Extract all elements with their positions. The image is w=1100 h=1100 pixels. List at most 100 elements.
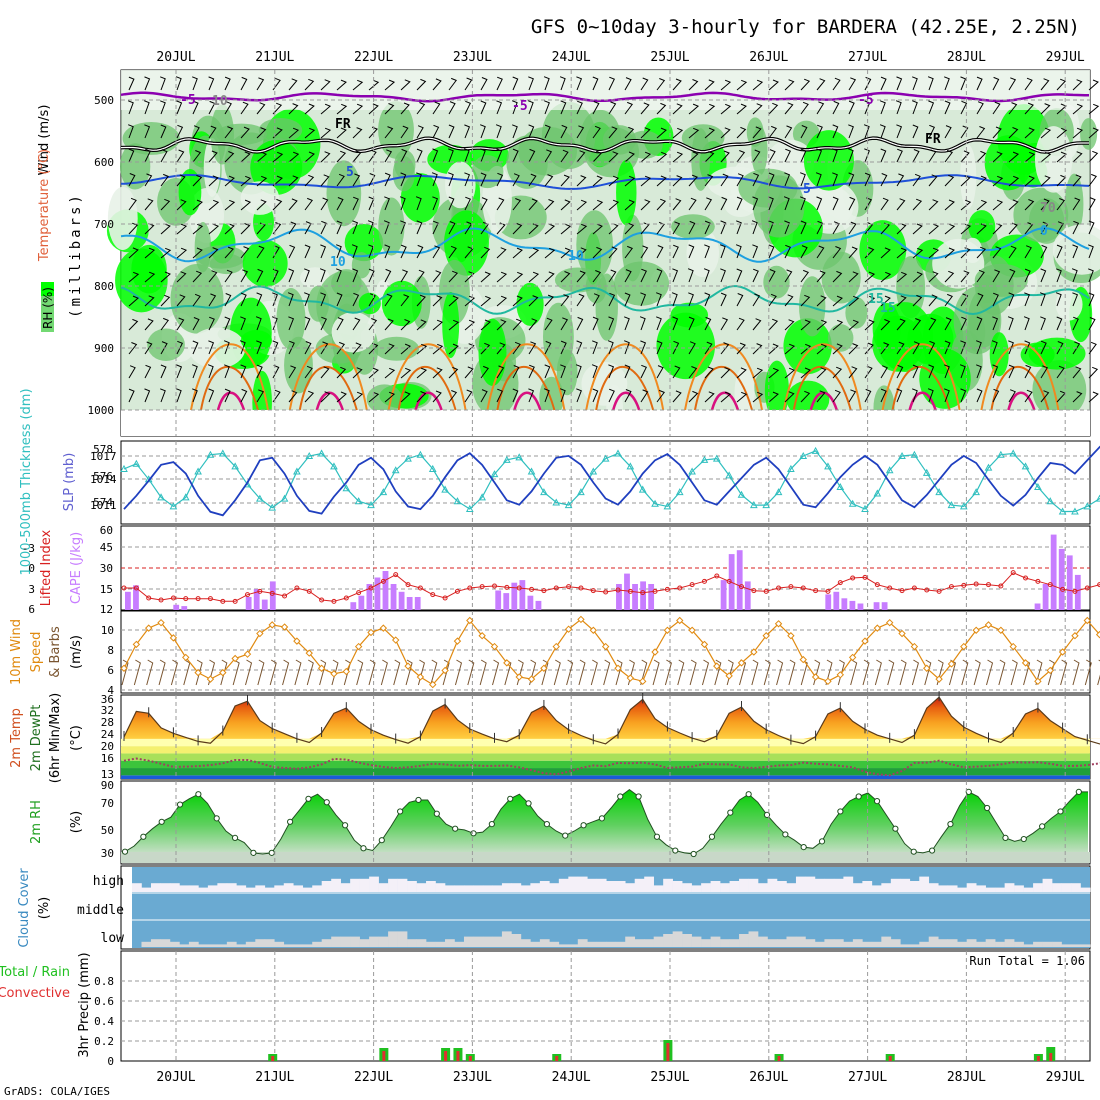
wind-barb <box>528 271 540 283</box>
rh-blob <box>120 143 151 190</box>
wind-barb <box>752 172 760 187</box>
wind-barb <box>416 172 422 187</box>
li-point <box>331 598 337 604</box>
wind-barb <box>432 270 442 283</box>
wind-barb <box>752 367 764 379</box>
wind-barb <box>1088 127 1099 139</box>
wind-barb <box>192 223 204 235</box>
wind-barb <box>1040 175 1051 187</box>
cloud-low-bar <box>805 939 816 947</box>
cloud-high-bar <box>625 883 636 892</box>
wind-barb <box>927 388 934 403</box>
wind-barb <box>496 100 503 115</box>
wind10-point <box>540 664 548 672</box>
wind-barb <box>480 365 489 379</box>
wind-barb <box>1024 292 1030 307</box>
wind10-point <box>984 621 993 629</box>
wind-barb <box>400 220 406 235</box>
cloud-low-bar <box>426 941 436 947</box>
cape-bar <box>527 595 534 610</box>
wind-ylabel-units: (m/s) <box>69 635 84 669</box>
wind-barb <box>1088 341 1097 355</box>
wind-barb <box>768 391 779 403</box>
wind-barb <box>448 172 454 187</box>
wind-barb <box>304 78 315 91</box>
wind-barb <box>672 175 683 187</box>
rh-point <box>231 834 239 842</box>
date-label-bottom: 22JUL <box>354 1070 393 1085</box>
cloud-high-bar <box>653 885 664 892</box>
contour-20-hump <box>684 343 763 411</box>
wind-barb <box>1072 127 1084 139</box>
wind-barb <box>880 319 891 331</box>
wind-barb <box>591 364 598 379</box>
rh-blob <box>827 324 854 352</box>
wind-barb <box>176 174 186 187</box>
li-point <box>1023 575 1029 581</box>
wind-barb <box>544 247 556 259</box>
wind10-barb <box>751 659 759 686</box>
wind-barb <box>1024 222 1034 235</box>
cloud-low-bar <box>919 941 930 947</box>
wind-barb <box>928 247 940 259</box>
wind-barb <box>208 223 220 235</box>
wind-barb <box>160 76 166 91</box>
wind-barb <box>336 79 347 91</box>
cape-bar <box>503 593 510 610</box>
wind-barb <box>224 316 231 331</box>
cloud-sky <box>132 867 1090 948</box>
wind-ylabel-2: Speed <box>29 632 44 673</box>
wind-barb <box>800 220 807 235</box>
wind-barb <box>992 246 1002 259</box>
wind-barb <box>272 127 283 139</box>
wind-barb <box>160 247 172 259</box>
wind-barb <box>896 198 906 211</box>
wind-barb <box>704 151 715 163</box>
wind-barb <box>448 343 459 355</box>
cloud-high-bar <box>900 878 911 892</box>
cloud-high-bar <box>587 878 598 892</box>
wind-barb <box>416 367 428 379</box>
wind-barb <box>160 271 171 283</box>
y-tick-label: 800 <box>94 280 114 293</box>
wind-barb <box>592 223 603 235</box>
cloud-high-bar <box>909 881 920 892</box>
wind-barb <box>1088 391 1099 403</box>
cloud-high-bar <box>966 883 977 892</box>
cloud-low-bar <box>169 941 180 947</box>
thickness-point <box>614 449 622 457</box>
cloud-low-bar <box>445 939 455 947</box>
wind-barb <box>1008 127 1019 139</box>
wind-barb <box>208 316 215 331</box>
cloud-high-bar <box>947 885 958 892</box>
cloud-low-bar <box>501 931 512 947</box>
li-point <box>899 588 905 594</box>
rh-point <box>140 833 147 840</box>
wind-barb <box>912 124 919 139</box>
cloud-high-bar <box>426 881 436 892</box>
contour-label: -5 <box>858 93 874 108</box>
wind-barb <box>736 126 747 139</box>
wind-barb <box>176 199 187 211</box>
wind-barb <box>928 364 935 379</box>
wind-barb <box>752 343 763 355</box>
cloud-low-bar <box>995 941 1005 947</box>
wind-barb <box>448 295 459 307</box>
wind-barb <box>304 316 311 331</box>
rh-point <box>947 821 954 828</box>
wind-barb <box>208 175 219 187</box>
wind10-barb <box>862 659 870 686</box>
wind-barb <box>336 341 345 355</box>
wind-barb <box>960 76 967 91</box>
li-point <box>504 584 510 590</box>
wind-barb <box>1040 127 1052 139</box>
contour-label: 5 <box>803 182 811 197</box>
wind-barb <box>1024 268 1031 283</box>
wind-barb <box>176 100 183 115</box>
wind-barb <box>1024 102 1034 115</box>
wind-barb <box>384 196 390 211</box>
thickness-point <box>527 467 536 475</box>
cloud-high-bar <box>245 887 256 892</box>
wind10-point <box>144 624 153 632</box>
wind-barb <box>784 367 796 379</box>
